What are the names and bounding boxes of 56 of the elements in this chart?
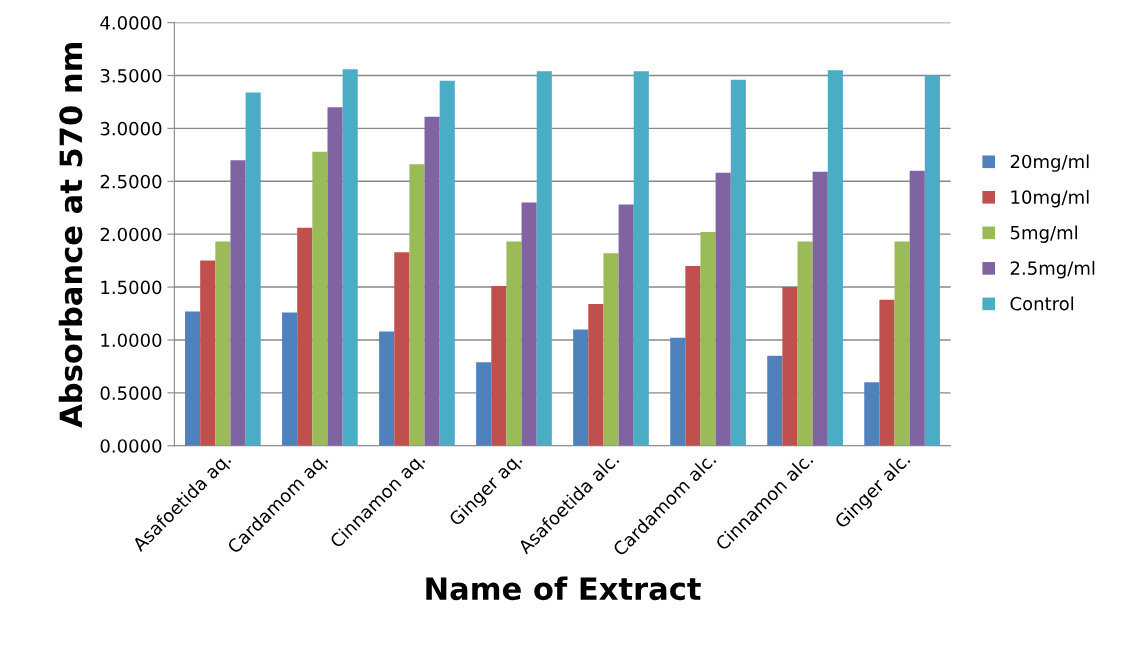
bar (864, 382, 880, 446)
y-tick-label: 2.5000 (100, 174, 162, 189)
y-tick-label: 3.0000 (100, 121, 162, 136)
legend-label: 20mg/ml (1010, 154, 1089, 172)
bar (409, 164, 425, 446)
bar (797, 241, 813, 446)
bar (603, 253, 619, 446)
y-tick-label: 3.5000 (100, 68, 162, 83)
bar (782, 287, 798, 446)
bar (185, 311, 201, 446)
bar (909, 170, 925, 446)
bar (215, 241, 231, 446)
bar (297, 227, 313, 446)
legend-label: Control (1010, 296, 1074, 311)
bar (894, 241, 910, 446)
bar (282, 312, 298, 446)
bar (200, 260, 216, 446)
bar (521, 202, 537, 446)
bar (506, 241, 522, 446)
bar (700, 232, 716, 446)
bar (245, 92, 261, 446)
y-tick-label: 1.5000 (101, 280, 162, 295)
bar (767, 355, 783, 446)
bar (827, 70, 843, 446)
bar (379, 331, 395, 446)
bar (618, 204, 634, 446)
bar (588, 303, 604, 446)
bar (230, 160, 246, 446)
bar (670, 337, 686, 446)
bar (394, 252, 410, 446)
bar (715, 172, 731, 446)
bar (439, 80, 455, 446)
bar (476, 362, 492, 446)
y-tick-label: 0.5000 (100, 386, 162, 400)
y-tick-label: 2.0000 (100, 227, 162, 242)
legend-label: 5mg/ml (1010, 225, 1078, 243)
bar (685, 265, 701, 446)
legend-label: 2.5mg/ml (1010, 260, 1095, 279)
bar (424, 116, 440, 446)
y-axis-title: Absorbance at 570 nm (58, 42, 83, 428)
bar (879, 299, 895, 446)
y-tick-label: 4.0000 (100, 16, 162, 30)
bar (327, 107, 343, 446)
y-tick-label: 0.0000 (100, 439, 162, 453)
bar (536, 71, 552, 446)
bar (730, 79, 746, 446)
y-tick-label: 1.0000 (101, 333, 162, 348)
legend-label: 10mg/ml (1011, 189, 1089, 208)
bar (573, 329, 589, 446)
bar (342, 69, 358, 446)
bar (312, 151, 328, 446)
bar (633, 71, 649, 446)
bar (924, 75, 940, 446)
bar (491, 286, 507, 446)
x-axis-title: Name of Extract (426, 576, 701, 601)
bar (812, 171, 828, 446)
